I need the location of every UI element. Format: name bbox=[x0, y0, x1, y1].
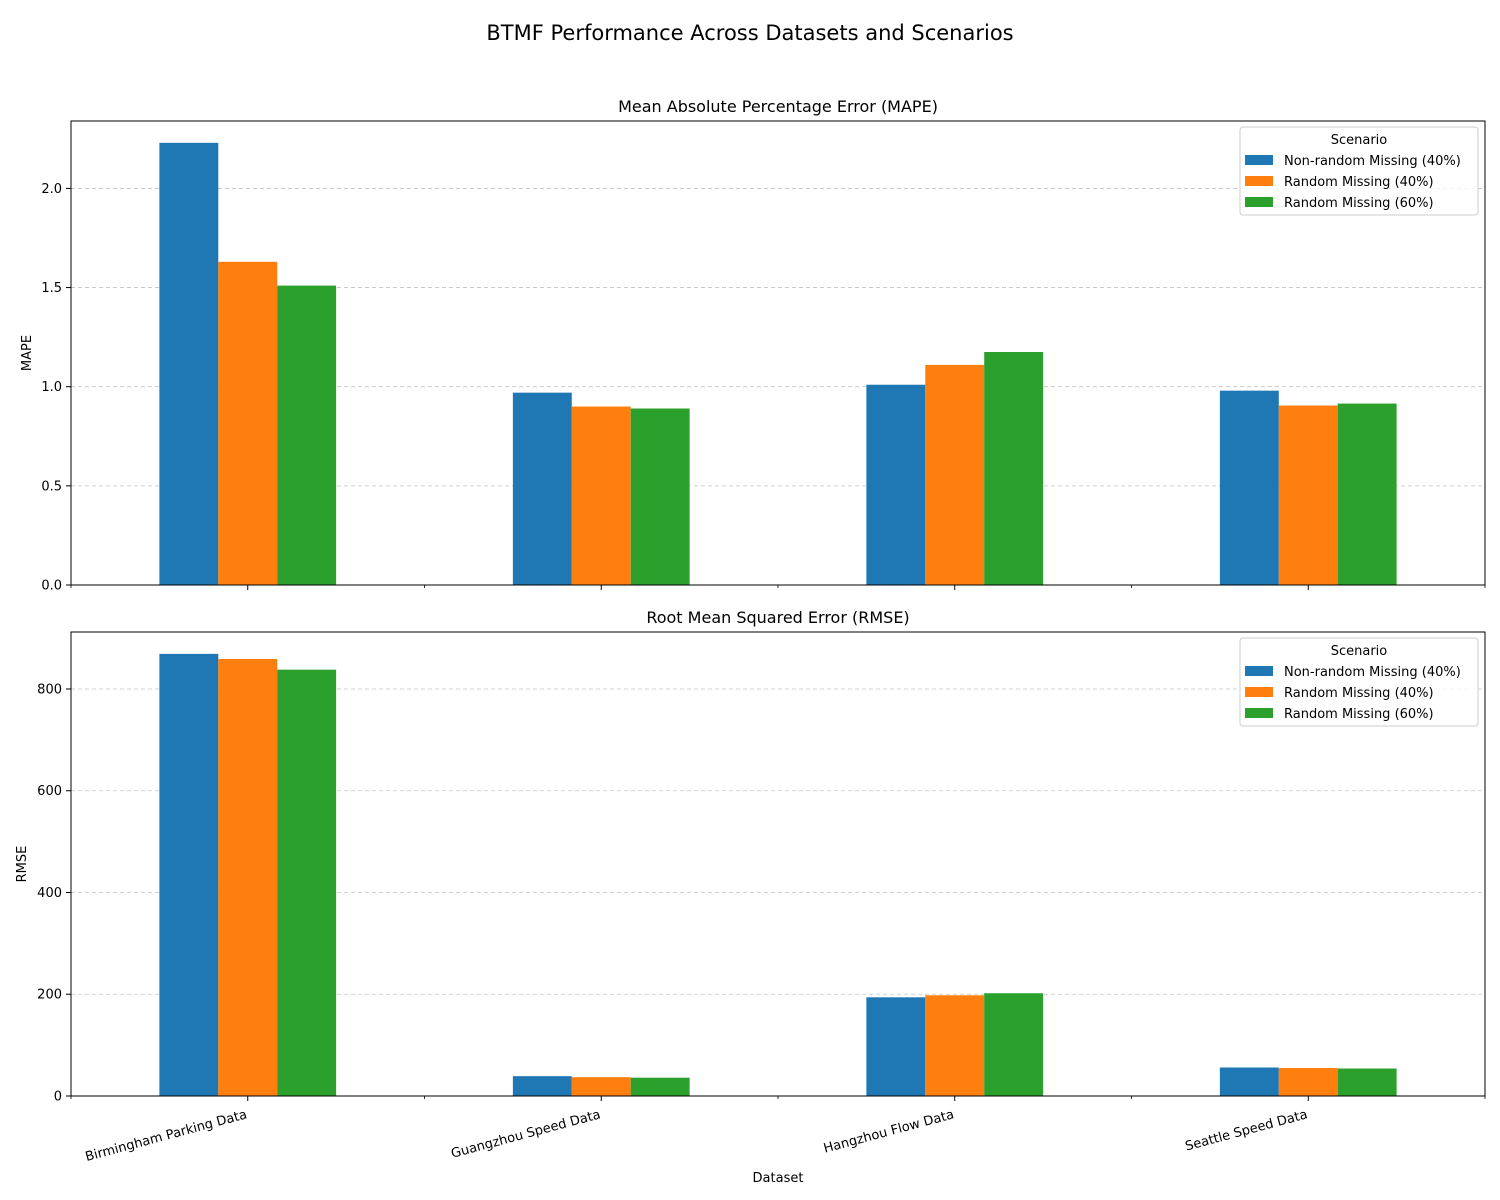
bar bbox=[630, 1077, 690, 1096]
y-tick-label: 1.5 bbox=[41, 281, 62, 296]
bar bbox=[571, 406, 631, 585]
y-tick-label: 400 bbox=[37, 886, 62, 901]
x-tick-label: Guangzhou Speed Data bbox=[450, 1107, 603, 1161]
bar bbox=[925, 995, 985, 1096]
bar bbox=[1337, 403, 1397, 585]
bar bbox=[866, 384, 926, 585]
legend-entry: Random Missing (60%) bbox=[1284, 196, 1434, 211]
y-tick-label: 200 bbox=[37, 988, 62, 1003]
bar bbox=[277, 669, 337, 1096]
bar bbox=[277, 285, 337, 585]
y-tick-label: 0.5 bbox=[41, 479, 62, 494]
legend-box bbox=[1239, 126, 1479, 216]
y-tick-label: 1.0 bbox=[41, 380, 62, 395]
axes-frame bbox=[70, 120, 1486, 586]
legend-entry: Non-random Missing (40%) bbox=[1284, 154, 1461, 169]
bar bbox=[1219, 1067, 1279, 1096]
legend-entry: Random Missing (40%) bbox=[1284, 686, 1434, 701]
legend-swatch bbox=[1245, 176, 1273, 186]
y-axis-label: MAPE bbox=[20, 335, 35, 371]
legend-entry: Random Missing (40%) bbox=[1284, 175, 1434, 190]
subplot-1: 0.0 0.5 1.0 1.5 2.0 Mean Absolute Percentage … bbox=[20, 97, 1486, 594]
y-tick-label: 2.0 bbox=[41, 182, 62, 197]
figure-title: BTMF Performance Across Datasets and Sce… bbox=[486, 21, 1013, 45]
bar bbox=[159, 653, 219, 1096]
bar bbox=[218, 261, 278, 585]
bar bbox=[512, 1076, 572, 1096]
legend-swatch bbox=[1245, 687, 1273, 697]
subplot-2: 0 200 400 600 800 Birmingham Parking Data Guan… bbox=[15, 608, 1486, 1165]
bar bbox=[925, 364, 985, 585]
subplot-title: Root Mean Squared Error (RMSE) bbox=[646, 608, 909, 627]
legend: Scenario Non-random Missing (40%) Random M… bbox=[1239, 126, 1479, 216]
y-tick-label: 800 bbox=[37, 682, 62, 697]
y-axis-label: RMSE bbox=[15, 846, 30, 883]
legend: Scenario Non-random Missing (40%) Random M… bbox=[1239, 637, 1479, 727]
axes-frame bbox=[70, 631, 1486, 1097]
legend-entry: Random Missing (60%) bbox=[1284, 707, 1434, 722]
legend-title: Scenario bbox=[1331, 133, 1388, 148]
legend-swatch bbox=[1245, 155, 1273, 165]
bar bbox=[1219, 390, 1279, 585]
bar bbox=[218, 658, 278, 1096]
y-tick-label: 0.0 bbox=[41, 579, 62, 594]
y-tick-label: 600 bbox=[37, 784, 62, 799]
legend-swatch bbox=[1245, 708, 1273, 718]
bar bbox=[1278, 1068, 1338, 1096]
x-tick-label: Seattle Speed Data bbox=[1184, 1107, 1310, 1154]
bar bbox=[1278, 405, 1338, 585]
bar bbox=[571, 1077, 631, 1096]
bar bbox=[984, 993, 1044, 1096]
bar bbox=[159, 142, 219, 586]
bar bbox=[630, 408, 690, 585]
bar bbox=[512, 392, 572, 585]
subplot-title: Mean Absolute Percentage Error (MAPE) bbox=[618, 97, 938, 116]
legend-title: Scenario bbox=[1331, 644, 1388, 659]
legend-swatch bbox=[1245, 197, 1273, 207]
legend-box bbox=[1239, 637, 1479, 727]
bar bbox=[1337, 1068, 1397, 1096]
bar bbox=[866, 997, 926, 1096]
x-tick-label: Hangzhou Flow Data bbox=[822, 1107, 956, 1156]
bar bbox=[984, 352, 1044, 585]
x-tick-label: Birmingham Parking Data bbox=[84, 1107, 249, 1165]
legend-entry: Non-random Missing (40%) bbox=[1284, 665, 1461, 680]
y-tick-label: 0 bbox=[54, 1090, 62, 1105]
legend-swatch bbox=[1245, 666, 1273, 676]
x-axis-label: Dataset bbox=[753, 1171, 804, 1186]
